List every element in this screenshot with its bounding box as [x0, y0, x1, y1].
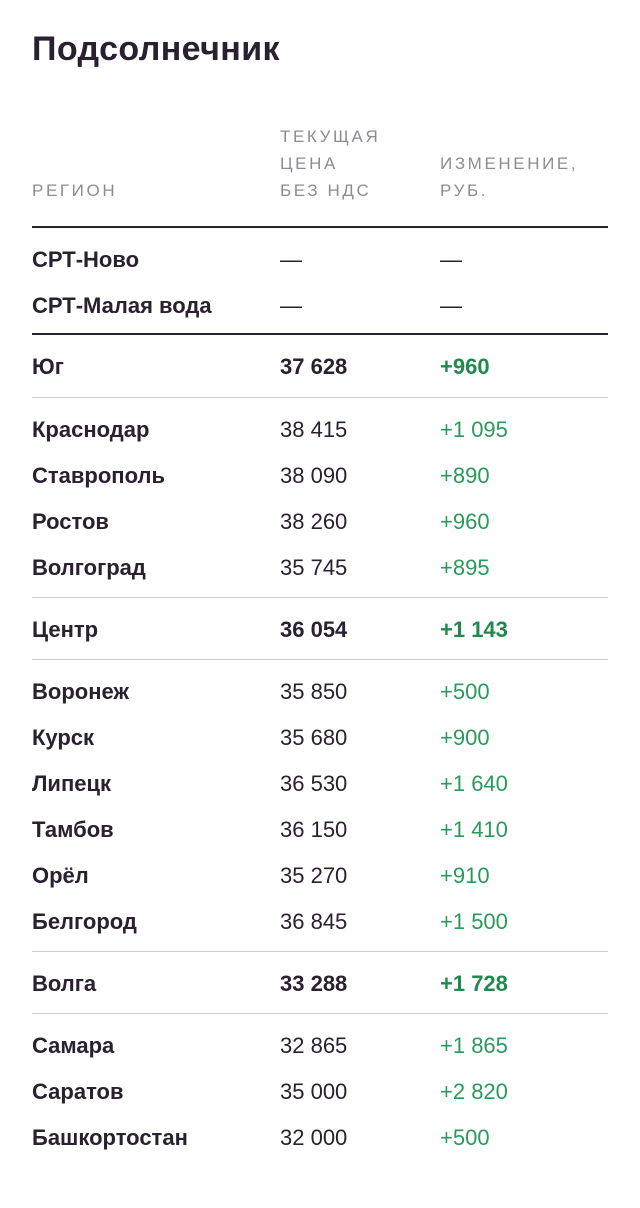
region-cell: Саратов	[32, 1079, 124, 1104]
price-cell: 38 090	[280, 463, 348, 488]
price-cell: —	[280, 293, 302, 318]
change-cell: +500	[440, 679, 490, 704]
table-header: РЕГИОН ТЕКУЩАЯ ЦЕНА БЕЗ НДС ИЗМЕНЕНИЕ, Р…	[32, 122, 608, 226]
change-cell: +1 865	[440, 1033, 508, 1058]
table-row: Орёл 35 270 +910	[32, 853, 608, 899]
price-cell: 38 260	[280, 509, 348, 534]
group-divider	[32, 659, 608, 660]
price-cell: 36 054	[280, 617, 348, 642]
price-cell: 36 530	[280, 771, 348, 796]
change-cell: +910	[440, 863, 490, 888]
table-row: Тамбов 36 150 +1 410	[32, 807, 608, 853]
change-cell: +1 640	[440, 771, 508, 796]
change-cell: +1 095	[440, 417, 508, 442]
table-row: Саратов 35 000 +2 820	[32, 1069, 608, 1115]
column-header-region: РЕГИОН	[32, 181, 118, 200]
change-cell: +1 728	[440, 971, 508, 996]
change-cell: +890	[440, 463, 490, 488]
price-cell: 35 745	[280, 555, 348, 580]
column-header-price: ТЕКУЩАЯ ЦЕНА БЕЗ НДС	[280, 127, 381, 200]
page-title: Подсолнечник	[32, 30, 280, 68]
section-divider	[32, 333, 608, 335]
region-cell: Волга	[32, 971, 97, 996]
table-row-group-total: Юг 37 628 +960	[32, 344, 608, 390]
region-cell: Самара	[32, 1033, 115, 1058]
region-cell: СРТ-Малая вода	[32, 293, 212, 318]
region-cell: Белгород	[32, 909, 137, 934]
table-row: Краснодар 38 415 +1 095	[32, 407, 608, 453]
change-cell: +1 143	[440, 617, 508, 642]
group-divider	[32, 397, 608, 398]
table-row: Липецк 36 530 +1 640	[32, 761, 608, 807]
table-row: СРТ-Ново — —	[32, 237, 608, 283]
change-cell: +900	[440, 725, 490, 750]
region-cell: Орёл	[32, 863, 89, 888]
price-cell: 38 415	[280, 417, 348, 442]
region-cell: Липецк	[32, 771, 112, 796]
table-row: Белгород 36 845 +1 500	[32, 899, 608, 945]
table-row: Башкортостан 32 000 +500	[32, 1115, 608, 1161]
change-cell: +960	[440, 354, 490, 379]
region-cell: Курск	[32, 725, 95, 750]
table-row: Самара 32 865 +1 865	[32, 1023, 608, 1069]
region-cell: Юг	[32, 354, 64, 379]
price-cell: 32 000	[280, 1125, 348, 1150]
region-cell: СРТ-Ново	[32, 247, 140, 272]
region-cell: Центр	[32, 617, 99, 642]
region-cell: Волгоград	[32, 555, 146, 580]
price-cell: 36 150	[280, 817, 348, 842]
price-cell: 36 845	[280, 909, 348, 934]
group-divider	[32, 1013, 608, 1014]
change-cell: +2 820	[440, 1079, 508, 1104]
price-cell: 33 288	[280, 971, 348, 996]
region-cell: Ростов	[32, 509, 109, 534]
region-cell: Ставрополь	[32, 463, 165, 488]
table-row: Воронеж 35 850 +500	[32, 669, 608, 715]
price-cell: 35 850	[280, 679, 348, 704]
change-cell: +1 500	[440, 909, 508, 934]
table-row-group-total: Волга 33 288 +1 728	[32, 961, 608, 1007]
price-cell: 37 628	[280, 354, 348, 379]
table-row: Ставрополь 38 090 +890	[32, 453, 608, 499]
column-header-change: ИЗМЕНЕНИЕ, РУБ.	[440, 154, 579, 200]
region-cell: Краснодар	[32, 417, 150, 442]
price-cell: 35 000	[280, 1079, 348, 1104]
group-divider	[32, 951, 608, 952]
region-cell: Башкортостан	[32, 1125, 188, 1150]
change-cell: +960	[440, 509, 490, 534]
region-cell: Тамбов	[32, 817, 114, 842]
table-row: СРТ-Малая вода — —	[32, 283, 608, 329]
change-cell: +500	[440, 1125, 490, 1150]
price-cell: 35 270	[280, 863, 348, 888]
change-cell: +895	[440, 555, 490, 580]
price-cell: 32 865	[280, 1033, 348, 1058]
table-row: Курск 35 680 +900	[32, 715, 608, 761]
group-divider	[32, 597, 608, 598]
header-divider	[32, 226, 608, 228]
change-cell: —	[440, 247, 462, 272]
table-row: Волгоград 35 745 +895	[32, 545, 608, 591]
table-row-group-total: Центр 36 054 +1 143	[32, 607, 608, 653]
change-cell: +1 410	[440, 817, 508, 842]
table-row: Ростов 38 260 +960	[32, 499, 608, 545]
change-cell: —	[440, 293, 462, 318]
price-cell: 35 680	[280, 725, 348, 750]
price-cell: —	[280, 247, 302, 272]
region-cell: Воронеж	[32, 679, 130, 704]
